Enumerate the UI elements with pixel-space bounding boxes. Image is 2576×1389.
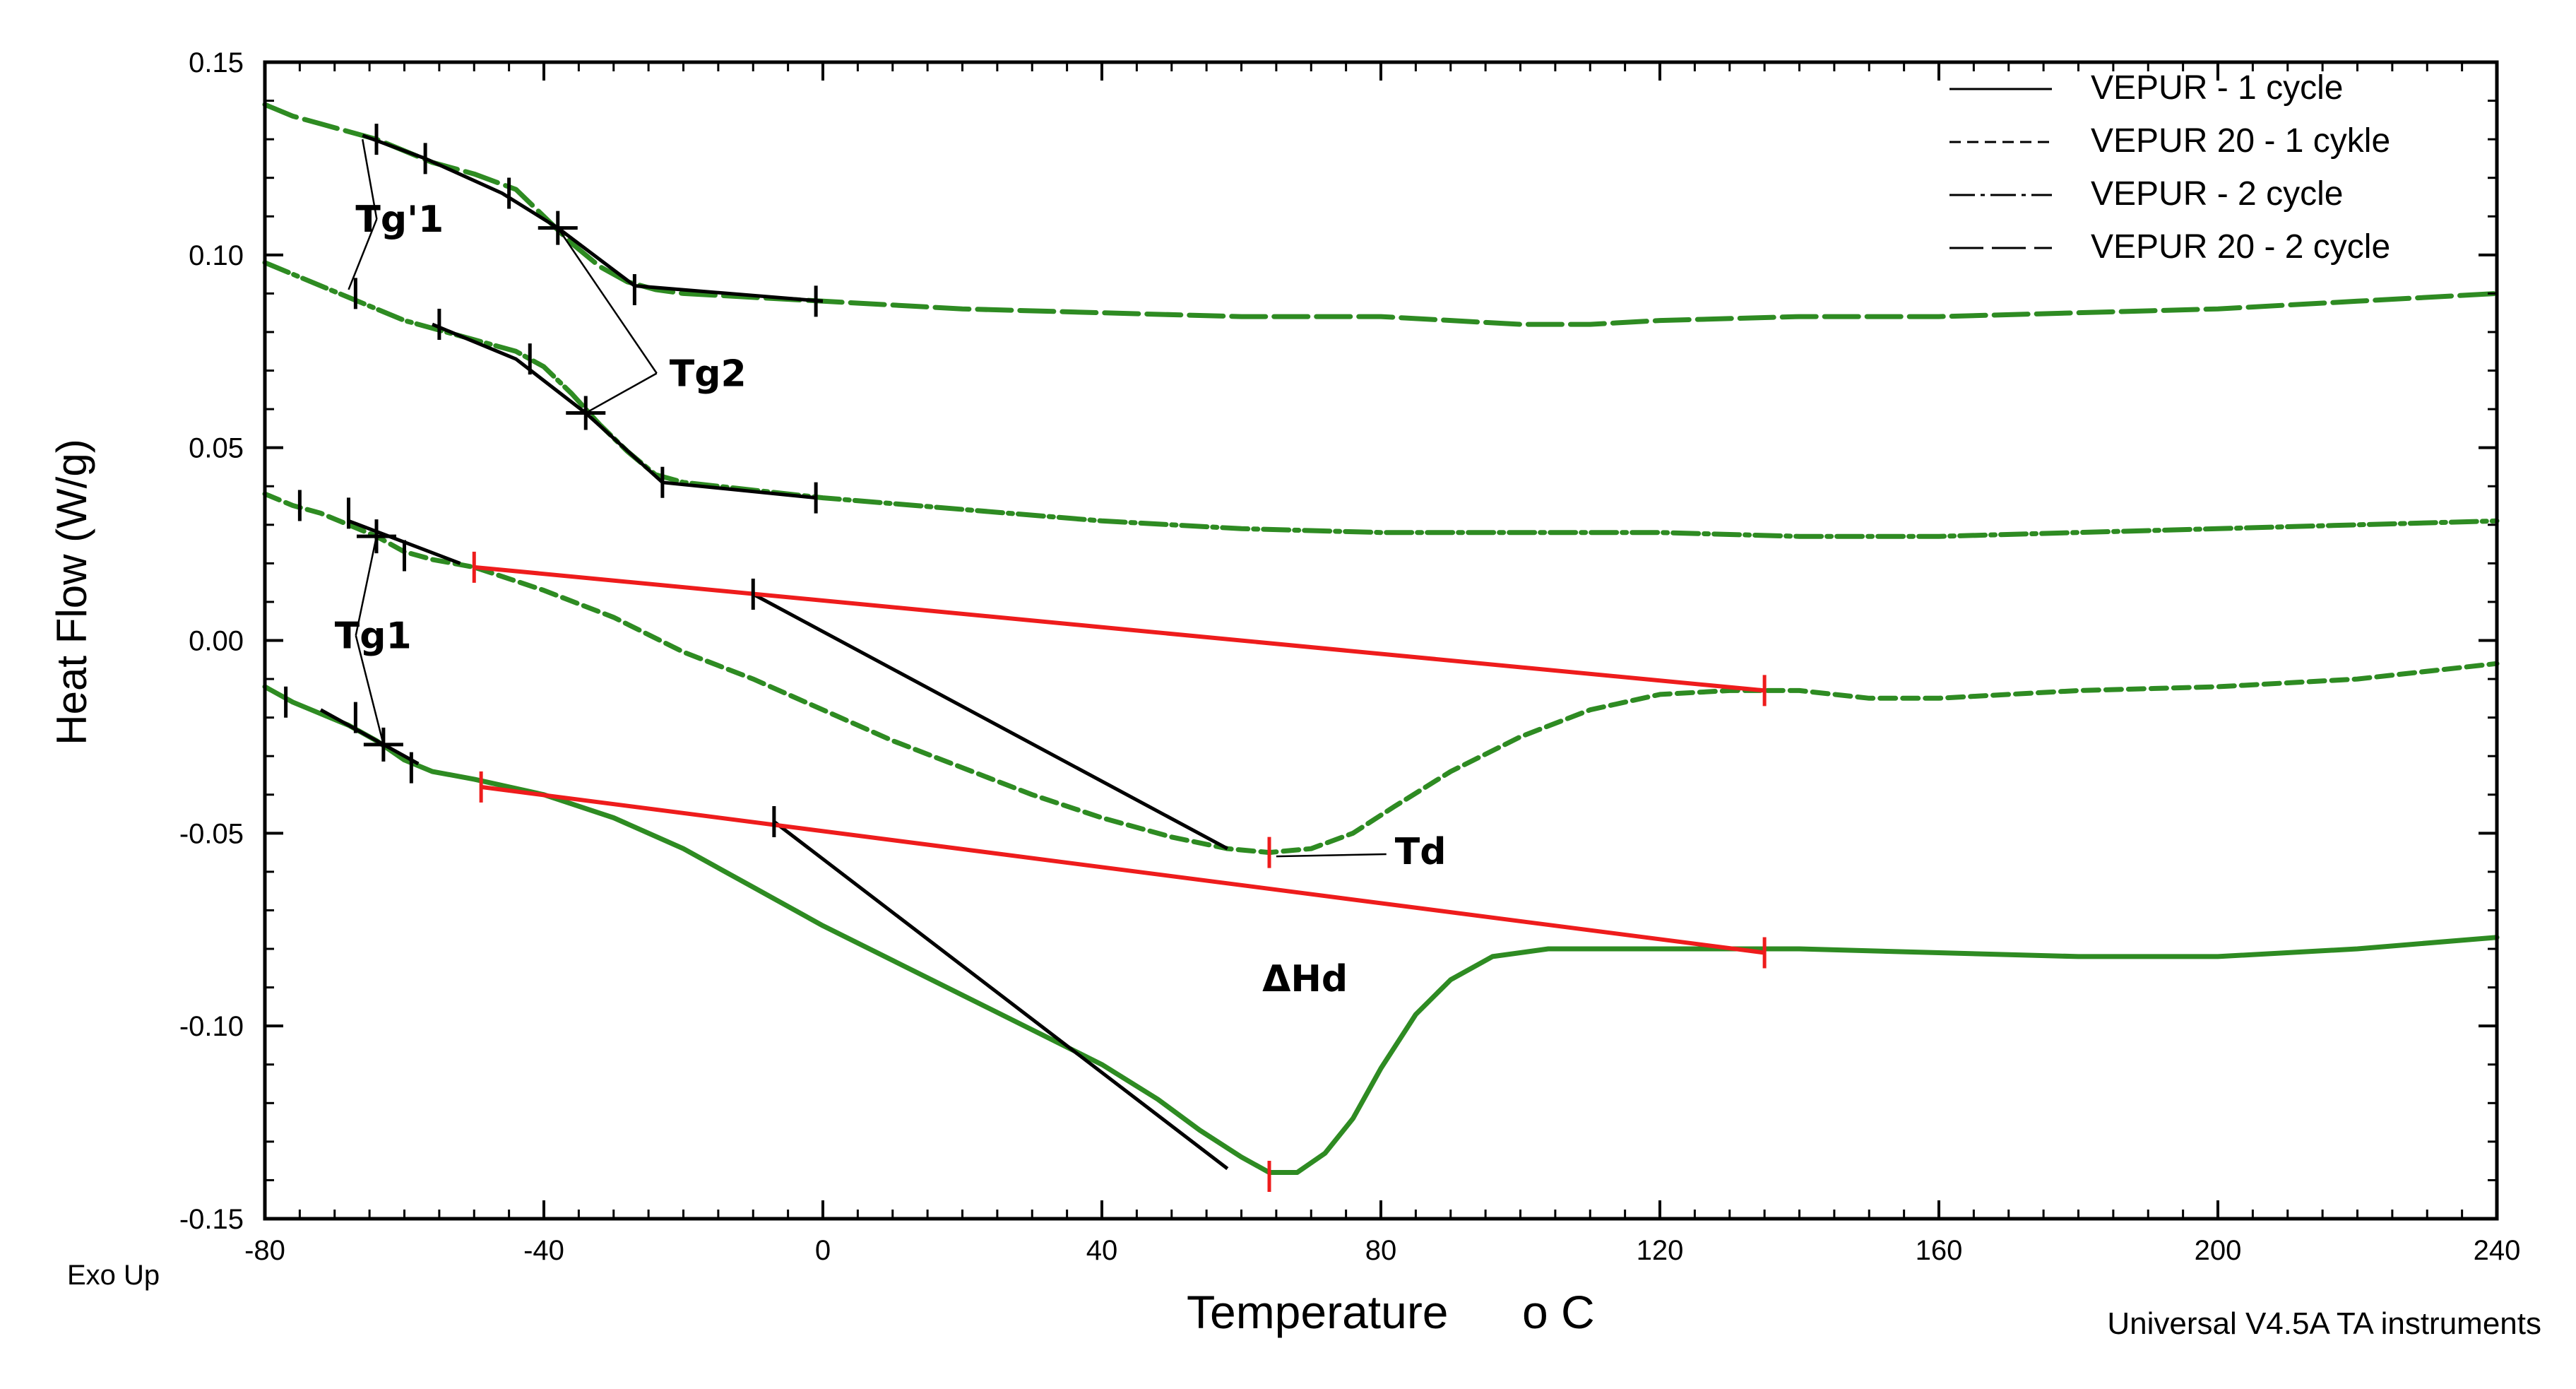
annotation-pointer [585,372,658,414]
series-line-vepur-1-cycle [262,684,2500,1175]
annotation-tg2: Tg2 [670,353,747,395]
series-line-vepur-2-cycle [262,260,2500,539]
x-tick-label: -80 [244,1235,285,1266]
y-tick-label: -0.10 [179,1011,244,1042]
x-tick-label: 200 [2195,1235,2242,1266]
y-tick-label: 0.00 [189,626,244,657]
legend-label: VEPUR 20 - 2 cycle [2091,228,2390,266]
tg2-upper-curve-tangent-line [362,134,824,303]
annotation-td: Td [1395,831,1447,873]
legend-label: VEPUR - 2 cycle [2091,175,2343,213]
tg1-bottom-onset-line [319,708,420,766]
series-line-vepur-20-1-cykle [262,491,2500,856]
y-tick-label: 0.15 [189,47,244,78]
annotation-pointer [355,635,385,745]
x-axis-unit: o C [1522,1286,1595,1338]
exo-up-label: Exo Up [67,1260,160,1291]
annotation-tg-1: Tg'1 [355,199,444,241]
y-axis-title: Heat Flow (W/g) [48,439,95,745]
annotation-pointer [557,227,658,374]
annotation-hd: ΔHd [1262,958,1348,1000]
annotation-pointer [1276,853,1387,858]
td-dashed-tangent-line [752,592,1228,851]
y-tick-label: 0.05 [189,433,244,464]
legend-label: VEPUR - 1 cycle [2091,69,2343,107]
dashed-baseline-line [474,565,1765,693]
x-tick-label: 40 [1086,1235,1118,1266]
x-tick-label: -40 [523,1235,564,1266]
annotation-pointer [348,218,378,290]
inflection-cross-marker [566,396,606,430]
x-tick-label: 0 [815,1235,831,1266]
x-axis-title: Temperature [1187,1286,1449,1338]
y-tick-label: 0.10 [189,240,244,271]
annotation-pointer [362,138,378,220]
x-tick-label: 80 [1365,1235,1397,1266]
x-tick-label: 160 [1916,1235,1963,1266]
td-solid-tangent-line [773,820,1229,1171]
y-tick-label: -0.05 [179,818,244,849]
software-footer: Universal V4.5A TA instruments [2107,1306,2541,1341]
y-tick-label: -0.15 [179,1204,244,1235]
x-tick-label: 240 [2474,1235,2521,1266]
annotation-tg1: Tg1 [335,615,412,657]
solid-baseline-line [480,784,1765,955]
legend-label: VEPUR 20 - 1 cykle [2091,122,2390,160]
x-tick-label: 120 [1637,1235,1684,1266]
annotation-pointer [355,536,378,636]
